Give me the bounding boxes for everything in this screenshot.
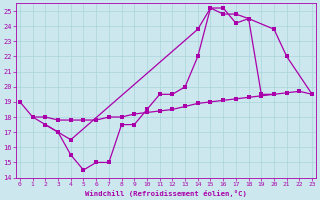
X-axis label: Windchill (Refroidissement éolien,°C): Windchill (Refroidissement éolien,°C) bbox=[85, 190, 247, 197]
